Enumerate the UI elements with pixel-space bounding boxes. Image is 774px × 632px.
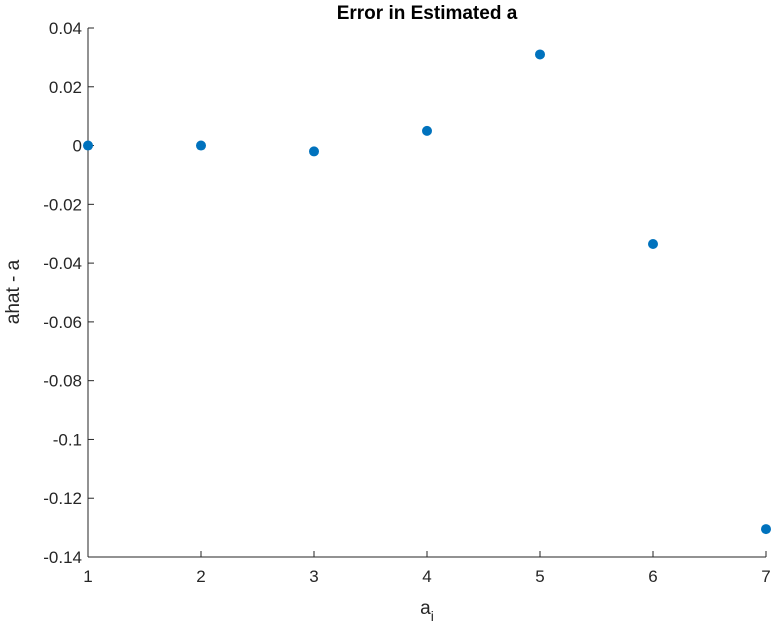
data-point bbox=[196, 140, 206, 151]
y-tick-label: -0.12 bbox=[43, 489, 82, 508]
data-point bbox=[648, 239, 658, 250]
data-point bbox=[309, 146, 319, 157]
y-tick-label: 0 bbox=[73, 137, 82, 156]
x-axis-title-main: a bbox=[420, 598, 431, 619]
x-tick-label: 1 bbox=[83, 567, 92, 586]
data-points bbox=[83, 49, 771, 535]
y-tick-label: 0.04 bbox=[49, 19, 82, 38]
x-tick-label: 7 bbox=[761, 567, 770, 586]
data-point bbox=[535, 49, 545, 60]
chart-title: Error in Estimated a bbox=[337, 3, 518, 24]
y-tick-label: -0.08 bbox=[43, 372, 82, 391]
x-tick-label: 3 bbox=[309, 567, 318, 586]
y-tick-label: -0.02 bbox=[43, 195, 82, 214]
y-axis-ticks: 0.04 0.02 0 -0.02 -0.04 -0.06 -0.08 -0.1 -0.12 -0… bbox=[43, 19, 94, 567]
y-axis-title: ahat - a bbox=[3, 259, 24, 324]
x-axis-ticks: 1 2 3 4 5 6 7 bbox=[83, 551, 771, 586]
x-tick-label: 5 bbox=[535, 567, 544, 586]
data-point bbox=[83, 140, 93, 151]
y-tick-label: -0.04 bbox=[43, 254, 82, 273]
x-tick-label: 2 bbox=[196, 567, 205, 586]
y-tick-label: -0.1 bbox=[53, 430, 82, 449]
y-tick-label: -0.14 bbox=[43, 548, 82, 567]
x-axis-title: ai bbox=[420, 598, 434, 624]
x-axis-title-subscript: i bbox=[431, 608, 434, 624]
y-tick-label: -0.06 bbox=[43, 313, 82, 332]
data-point bbox=[761, 524, 771, 535]
y-tick-label: 0.02 bbox=[49, 78, 82, 97]
x-tick-label: 6 bbox=[648, 567, 657, 586]
data-point bbox=[422, 125, 432, 136]
x-tick-label: 4 bbox=[422, 567, 431, 586]
